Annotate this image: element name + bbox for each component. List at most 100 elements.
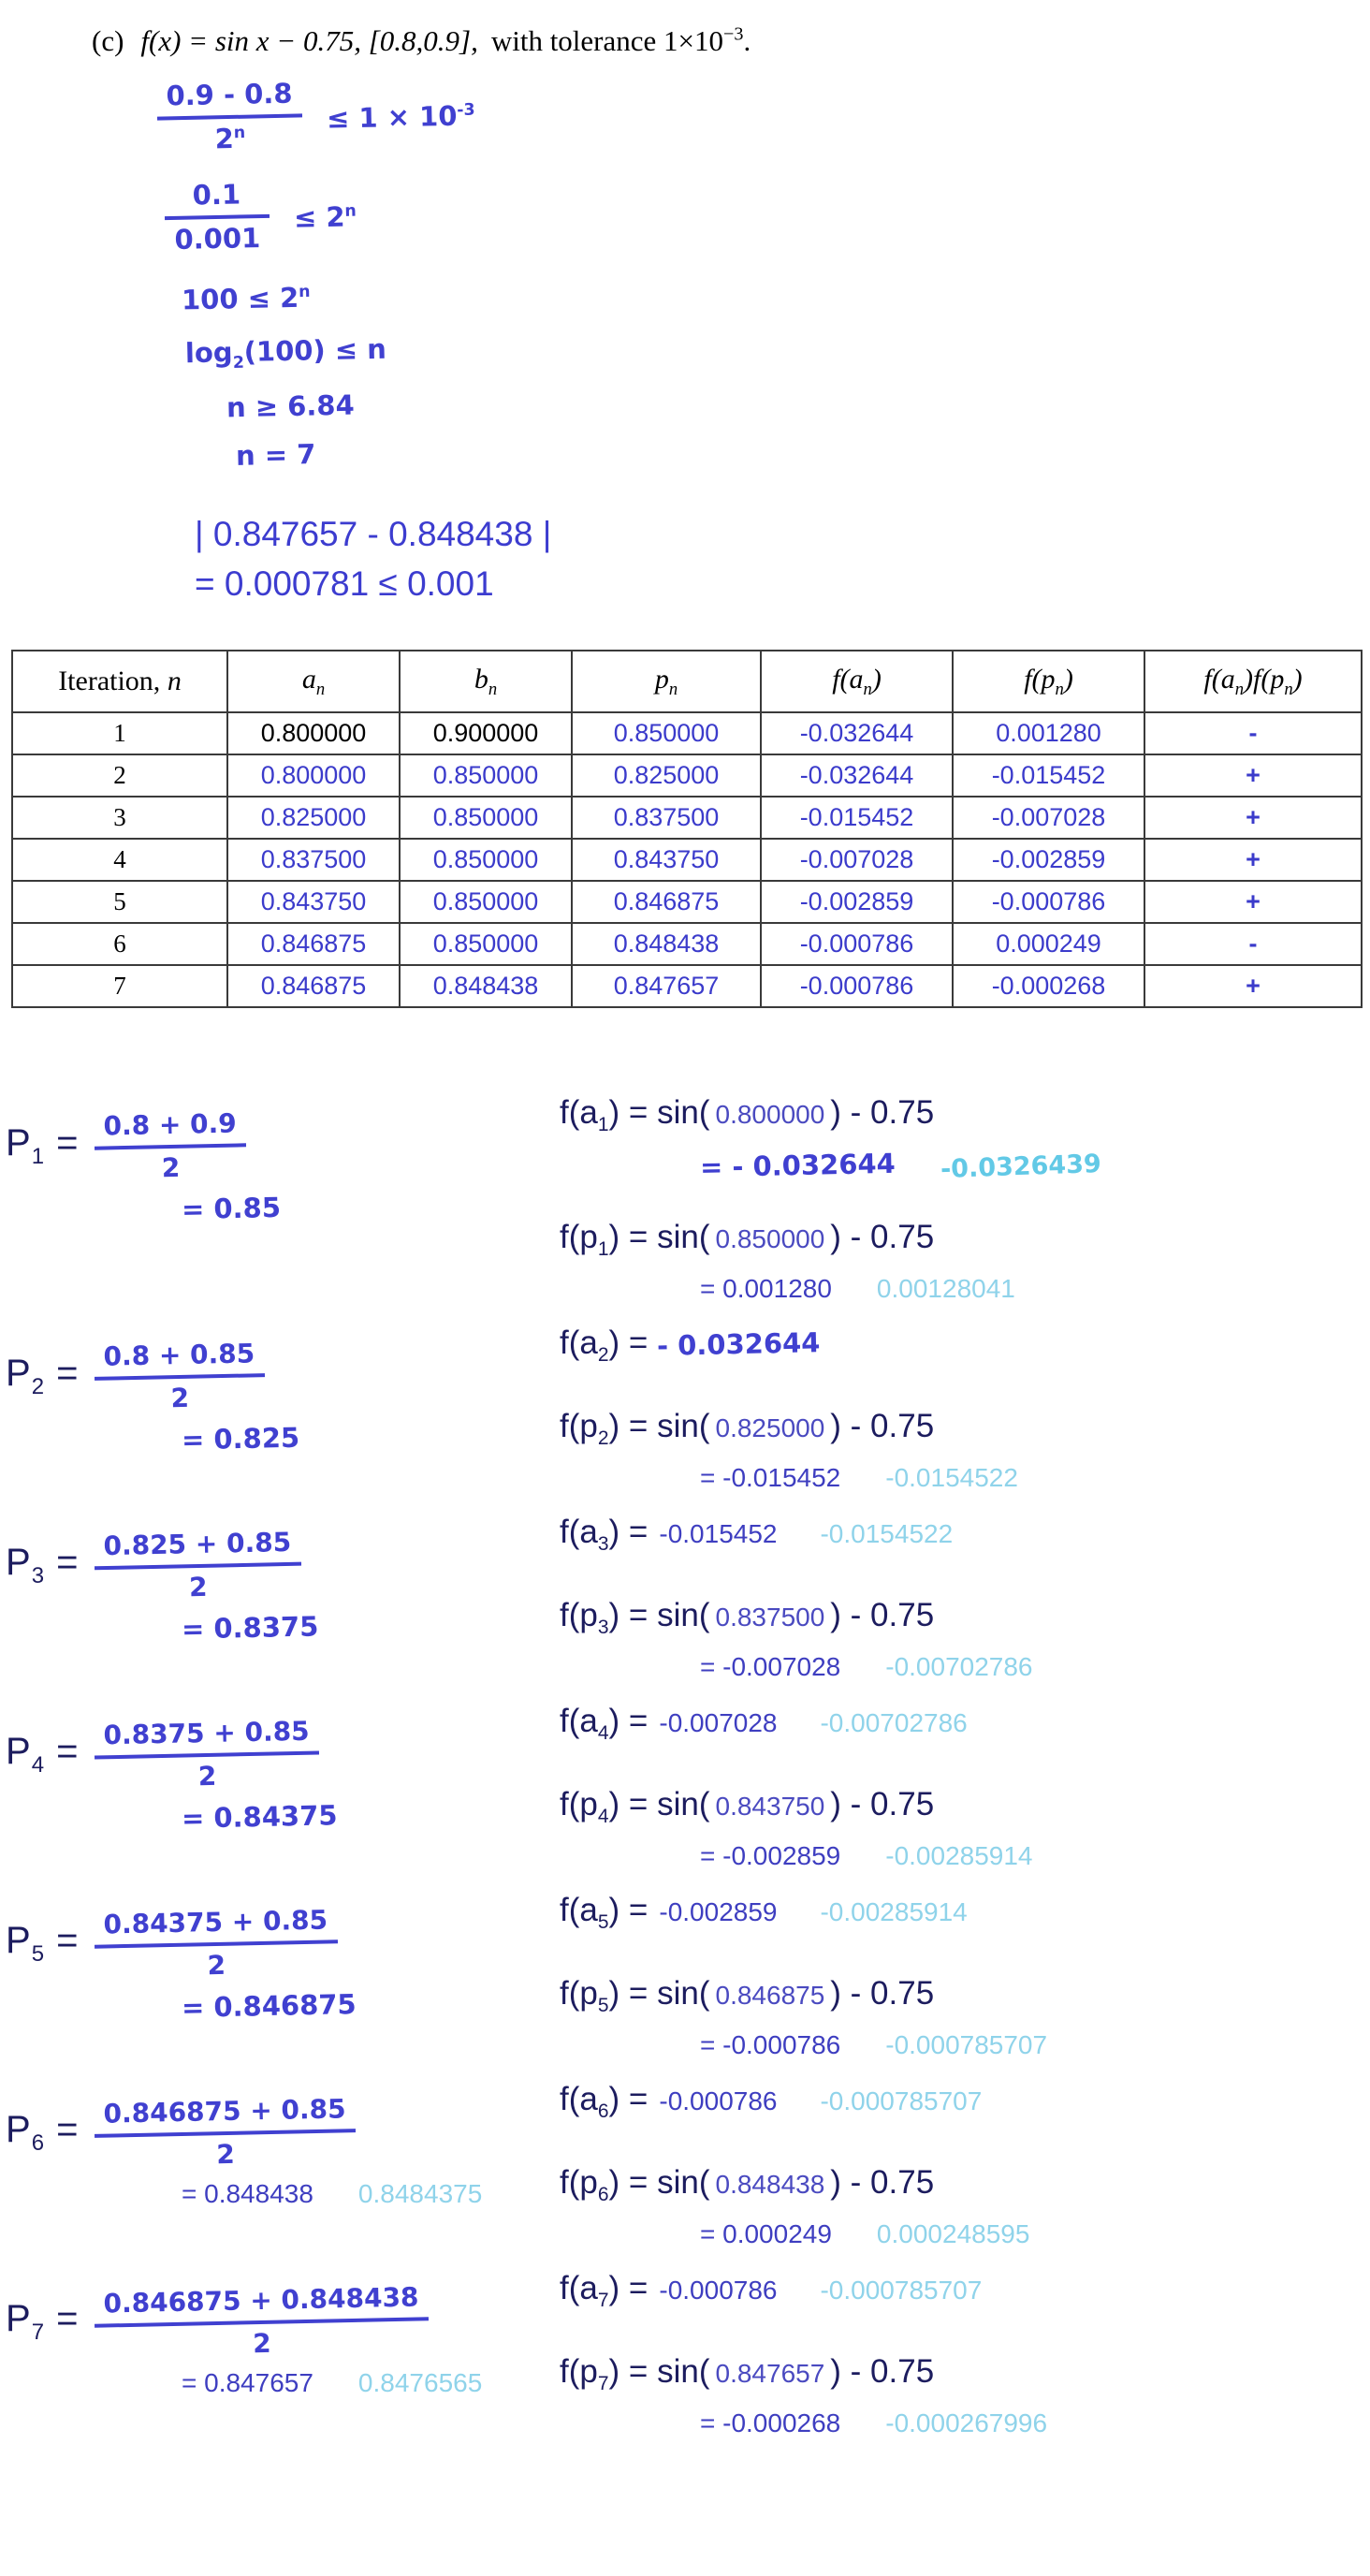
p-result: = 0.825	[181, 1421, 300, 1456]
table-cell: +	[1144, 838, 1363, 883]
table-cell: -0.000786	[760, 964, 954, 1009]
calc-row: P6 = 0.846875 + 0.85 2 = 0.848438 0.848437…	[6, 2081, 1370, 2249]
fp-line: f(p3) = sin(0.837500) - 0.75	[560, 1597, 935, 1639]
f-calculation: f(a5) = -0.002859 -0.00285914 f(p5) = sin(…	[560, 1892, 1370, 2060]
p-fraction: 0.846875 + 0.85 2	[94, 2093, 357, 2174]
fa-line: f(a3) = -0.015452 -0.0154522	[560, 1514, 954, 1556]
fp-result: = -0.007028 -0.00702786	[700, 1652, 1033, 1682]
table-cell: 0.825000	[226, 796, 401, 841]
table-cell: 0.850000	[399, 880, 573, 925]
p-fraction: 0.8 + 0.85 2	[94, 1338, 265, 1416]
table-cell: 0.846875	[226, 922, 401, 967]
table-cell: 5	[11, 880, 228, 925]
table-cell: +	[1144, 964, 1363, 1009]
fa-line: f(a5) = -0.002859 -0.00285914	[560, 1892, 968, 1934]
table-header-row: Iteration, n an bn pn f(an) f(pn) f(an)f…	[11, 650, 1363, 714]
table-cell: +	[1144, 754, 1363, 798]
table-cell: 0.837500	[226, 838, 401, 883]
column-header: bn	[399, 650, 573, 714]
fraction: 0.9 - 0.8 2n	[156, 78, 303, 156]
bisection-iteration-table: Iteration, n an bn pn f(an) f(pn) f(an)f…	[11, 650, 1363, 1009]
table-cell: -0.002859	[760, 880, 954, 925]
table-cell: 7	[11, 964, 228, 1009]
p-label: P6 =	[6, 2109, 80, 2157]
table-cell: 0.847657	[571, 964, 762, 1009]
p-label: P2 =	[6, 1353, 80, 1400]
p-fraction: 0.84375 + 0.85 2	[94, 1904, 338, 1983]
column-header: f(an)f(pn)	[1144, 650, 1363, 714]
problem-title: (c) f(x) = sin x − 0.75, [0.8,0.9], with t…	[92, 24, 1370, 58]
table-cell: 0.850000	[399, 922, 573, 967]
table-cell: 1	[11, 711, 228, 756]
fp-line: f(p5) = sin(0.846875) - 0.75	[560, 1975, 935, 2017]
p-fraction: 0.8 + 0.9 2	[94, 1107, 247, 1185]
table-cell: 4	[11, 838, 228, 883]
table-cell: -0.015452	[760, 796, 954, 841]
tolerance-check-line2: = 0.000781 ≤ 0.001	[195, 564, 494, 603]
tolerance-check: | 0.847657 - 0.848438 | = 0.000781 ≤ 0.0…	[195, 510, 1370, 608]
table-cell: 0.850000	[399, 796, 573, 841]
inequality-rhs: ≤ 1 × 10-3	[326, 99, 475, 135]
calc-row: P4 = 0.8375 + 0.85 2 = 0.84375 f(a4) = -0.…	[6, 1703, 1370, 1871]
p-calculation: P4 = 0.8375 + 0.85 2 = 0.84375	[6, 1703, 560, 1871]
f-calculation: f(a7) = -0.000786 -0.000785707 f(p7) = sin…	[560, 2270, 1370, 2438]
fp-result: = -0.000786 -0.000785707	[700, 2030, 1048, 2060]
table-cell: -0.000786	[760, 922, 954, 967]
table-row: 7 0.846875 0.848438 0.847657 -0.000786 -…	[11, 964, 1363, 1009]
p-calculation: P1 = 0.8 + 0.9 2 = 0.85	[6, 1094, 560, 1304]
worksheet-page: (c) f(x) = sin x − 0.75, [0.8,0.9], with t…	[0, 24, 1370, 2438]
fp-result: = -0.015452 -0.0154522	[700, 1463, 1018, 1493]
f-calculation: f(a4) = -0.007028 -0.00702786 f(p4) = sin(…	[560, 1703, 1370, 1871]
table-row: 2 0.800000 0.850000 0.825000 -0.032644 -…	[11, 754, 1363, 798]
table-cell: +	[1144, 796, 1363, 841]
derivation-line-1: 0.9 - 0.8 2n ≤ 1 × 10-3	[156, 78, 1370, 156]
derivation-line-2: 0.1 0.001 ≤ 2n	[164, 179, 1370, 256]
table-cell: 0.825000	[571, 754, 762, 798]
table-cell: 3	[11, 796, 228, 841]
table-cell: -0.007028	[952, 796, 1145, 841]
p-label: P5 =	[6, 1920, 80, 1968]
fa-line: f(a7) = -0.000786 -0.000785707	[560, 2270, 983, 2312]
f-calculation: f(a2) = - 0.032644 f(p2) = sin(0.825000) …	[560, 1325, 1370, 1493]
p-calculation: P2 = 0.8 + 0.85 2 = 0.825	[6, 1325, 560, 1493]
table-row: 4 0.837500 0.850000 0.843750 -0.007028 -…	[11, 838, 1363, 883]
fp-line: f(p7) = sin(0.847657) - 0.75	[560, 2353, 935, 2395]
tolerance-text: with tolerance 1×10−3.	[490, 24, 751, 58]
fp-line: f(p4) = sin(0.843750) - 0.75	[560, 1786, 935, 1828]
table-cell: -	[1144, 711, 1363, 756]
fa-line: f(a2) = - 0.032644	[560, 1325, 822, 1367]
table-cell: 0.848438	[399, 964, 573, 1009]
fa-line: f(a6) = -0.000786 -0.000785707	[560, 2081, 983, 2123]
table-cell: -0.002859	[952, 838, 1145, 883]
fp-line: f(p6) = sin(0.848438) - 0.75	[560, 2164, 935, 2206]
table-cell: -0.032644	[760, 711, 954, 756]
derivation-line-5: n ≥ 6.84	[226, 388, 356, 424]
table-row: 6 0.846875 0.850000 0.848438 -0.000786 0…	[11, 922, 1363, 967]
fa-line: f(a4) = -0.007028 -0.00702786	[560, 1703, 968, 1745]
part-label: (c)	[92, 24, 124, 58]
table-cell: 0.850000	[399, 838, 573, 883]
table-cell: -0.032644	[760, 754, 954, 798]
p-calculation: P5 = 0.84375 + 0.85 2 = 0.846875	[6, 1892, 560, 2060]
tolerance-check-line1: | 0.847657 - 0.848438 |	[195, 515, 552, 554]
p-calculation: P6 = 0.846875 + 0.85 2 = 0.848438 0.848437…	[6, 2081, 560, 2249]
f-calculation: f(a3) = -0.015452 -0.0154522 f(p3) = sin(0…	[560, 1514, 1370, 1682]
table-cell: 0.800000	[226, 711, 401, 756]
table-cell: -0.007028	[760, 838, 954, 883]
inequality-rhs: ≤ 2n	[293, 200, 357, 234]
fp-result: = 0.000249 0.000248595	[700, 2219, 1030, 2249]
column-header: f(pn)	[952, 650, 1145, 714]
table-cell: 0.850000	[571, 711, 762, 756]
derivation-line-4: log2(100) ≤ n	[184, 333, 387, 373]
p-fraction: 0.846875 + 0.848438 2	[94, 2281, 430, 2363]
f-calculation: f(a1) = sin(0.800000) - 0.75 = - 0.03264…	[560, 1094, 1370, 1304]
table-cell: +	[1144, 880, 1363, 925]
p-fraction: 0.8375 + 0.85 2	[94, 1716, 320, 1794]
calc-row: P2 = 0.8 + 0.85 2 = 0.825 f(a2) = - 0.0326…	[6, 1325, 1370, 1493]
table-cell: 0.848438	[571, 922, 762, 967]
handwritten-derivation: 0.9 - 0.8 2n ≤ 1 × 10-3 0.1 0.001 ≤ 2n 1…	[0, 78, 1370, 472]
p-fraction: 0.825 + 0.85 2	[94, 1527, 301, 1605]
function-formula: f(x) = sin x − 0.75, [0.8,0.9],	[140, 24, 478, 58]
table-row: 5 0.843750 0.850000 0.846875 -0.002859 -…	[11, 880, 1363, 925]
p-result: = 0.84375	[181, 1799, 338, 1835]
